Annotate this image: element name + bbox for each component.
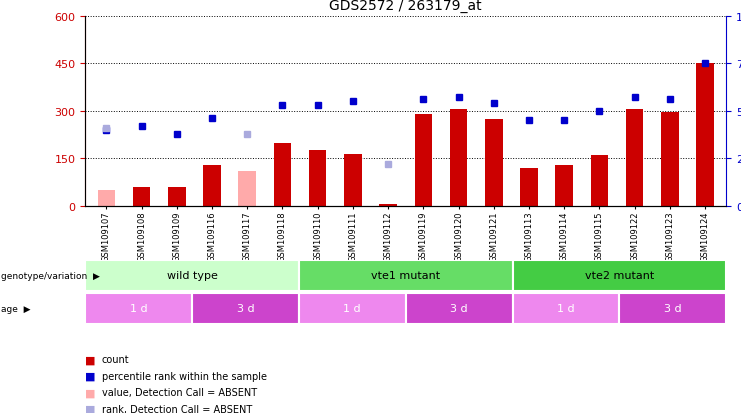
Bar: [344, 154, 362, 206]
Bar: [273, 143, 291, 206]
Text: 1 d: 1 d: [557, 304, 575, 314]
Bar: [661, 113, 679, 206]
Bar: [309, 151, 327, 206]
Bar: [485, 119, 502, 206]
Bar: [450, 110, 468, 206]
Bar: [626, 110, 643, 206]
Bar: [513, 260, 726, 291]
Text: 1 d: 1 d: [344, 304, 361, 314]
Title: GDS2572 / 263179_at: GDS2572 / 263179_at: [330, 0, 482, 13]
Text: count: count: [102, 354, 129, 364]
Bar: [133, 188, 150, 206]
Text: vte1 mutant: vte1 mutant: [371, 271, 440, 281]
Bar: [85, 260, 299, 291]
Text: vte2 mutant: vte2 mutant: [585, 271, 654, 281]
Text: percentile rank within the sample: percentile rank within the sample: [102, 371, 267, 381]
Bar: [203, 165, 221, 206]
Bar: [85, 293, 192, 324]
Text: ■: ■: [85, 354, 96, 364]
Text: age  ▶: age ▶: [1, 304, 31, 313]
Bar: [168, 188, 185, 206]
Text: wild type: wild type: [167, 271, 217, 281]
Bar: [379, 205, 397, 206]
Bar: [520, 169, 538, 206]
Bar: [98, 191, 115, 206]
Text: 1 d: 1 d: [130, 304, 147, 314]
Text: 3 d: 3 d: [236, 304, 254, 314]
Bar: [299, 293, 406, 324]
Text: value, Detection Call = ABSENT: value, Detection Call = ABSENT: [102, 387, 256, 397]
Bar: [697, 64, 714, 206]
Text: ■: ■: [85, 387, 96, 397]
Bar: [555, 165, 573, 206]
Bar: [513, 293, 619, 324]
Text: rank, Detection Call = ABSENT: rank, Detection Call = ABSENT: [102, 404, 252, 413]
Bar: [591, 156, 608, 206]
Bar: [619, 293, 726, 324]
Bar: [414, 115, 432, 206]
Bar: [299, 260, 513, 291]
Text: 3 d: 3 d: [664, 304, 682, 314]
Bar: [406, 293, 513, 324]
Text: genotype/variation  ▶: genotype/variation ▶: [1, 271, 100, 280]
Bar: [239, 172, 256, 206]
Text: ■: ■: [85, 371, 96, 381]
Bar: [192, 293, 299, 324]
Text: 3 d: 3 d: [451, 304, 468, 314]
Text: ■: ■: [85, 404, 96, 413]
